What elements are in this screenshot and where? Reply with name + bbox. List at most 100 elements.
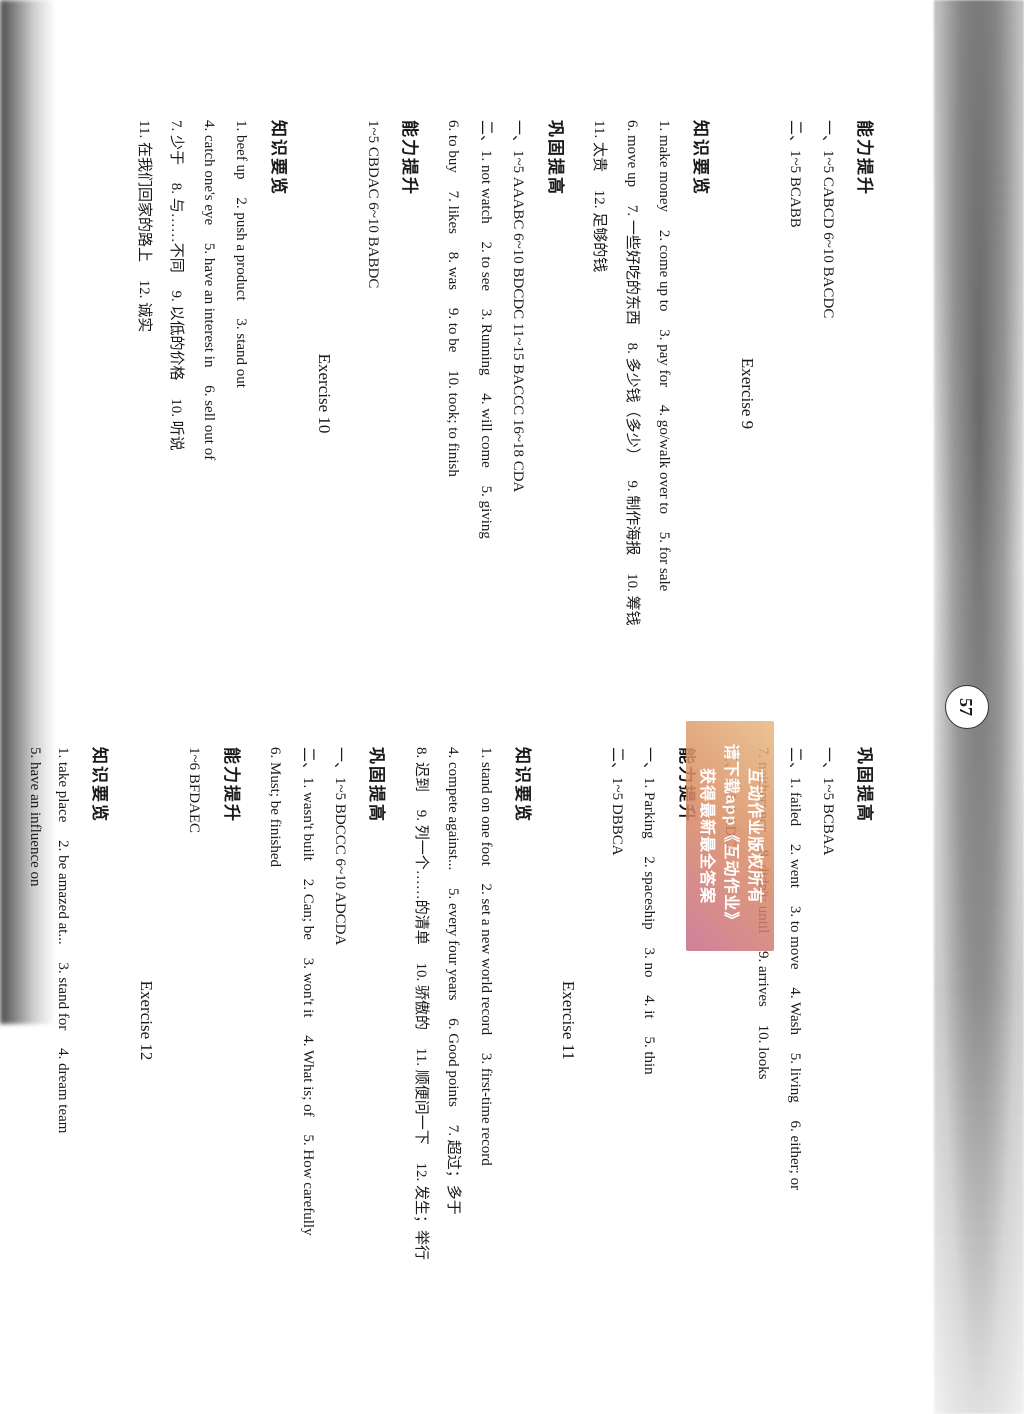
answer-item: 9. to be	[445, 308, 461, 353]
answer-item: 6. Must; be finished	[267, 747, 283, 867]
heading-consolidate: 巩固提高	[848, 747, 880, 1294]
answer-item: 10. took; to finish	[445, 370, 461, 477]
answer-item: 2. come up to	[656, 230, 672, 312]
answer-item: 6. sell out of	[201, 385, 217, 460]
answer-item: 1. take place	[55, 747, 71, 822]
answer-items: 6. to buy 7. likes 8. was 9. to be 10. t…	[439, 120, 468, 667]
heading-ability-boost: 能力提升	[393, 120, 425, 667]
answer-item: 11. 太贵	[591, 120, 607, 172]
answer-item: 5. every four years	[445, 888, 461, 1000]
answer-item: 6. to buy	[445, 120, 461, 173]
answer-item: 7. 一些好吃的东西	[624, 205, 640, 325]
heading-knowledge-overview: 知识要览	[684, 120, 716, 667]
answer-item: 8. 多少钱（多少）	[624, 343, 640, 463]
answer-item: 5. thin	[641, 1036, 657, 1074]
heading-exercise-9: Exercise 9	[730, 120, 762, 667]
answer-item: 10. 骄傲的	[413, 963, 429, 1031]
heading-knowledge-overview: 知识要览	[506, 747, 538, 1294]
answer-item: 2. be amazed at...	[55, 840, 71, 945]
answer-item: 6. either; or	[787, 1121, 803, 1191]
answer-item: 二、1. not watch	[478, 120, 494, 224]
watermark-line: 获得最新最全答案	[694, 731, 718, 941]
watermark-overlay: 互动作业版权所有 请下载app《互动作业》 获得最新最全答案	[686, 721, 774, 951]
answer-item: 5. have an influence on	[27, 747, 43, 887]
heading-exercise-10: Exercise 10	[308, 120, 340, 667]
answer-items: 1. make money 2. come up to 3. pay for 4…	[650, 120, 679, 667]
answer-item: 12. 足够的钱	[591, 190, 607, 273]
answer-item: 12. 诚实	[136, 280, 152, 333]
answer-items: 6. move up 7. 一些好吃的东西 8. 多少钱（多少） 9. 制作海报…	[617, 120, 646, 667]
answer-line: 一、1~5 BCBAA	[813, 747, 842, 1294]
answer-item: 2. set a new world record	[478, 883, 494, 1035]
watermark-line: 请下载app《互动作业》	[718, 731, 742, 941]
answer-item: 2. spaceship	[641, 856, 657, 929]
answer-items: 1. beef up 2. push a product 3. stand ou…	[227, 120, 256, 667]
answer-item: 3. Running	[478, 309, 494, 376]
answer-item: 4. will come	[478, 393, 494, 468]
answer-items: 二、1. not watch 2. to see 3. Running 4. w…	[471, 120, 500, 667]
answer-item: 12. 发生；举行	[413, 1163, 429, 1261]
answer-item: 2. Can; be	[300, 879, 316, 940]
answer-item: 7. 超过；多于	[445, 1125, 461, 1215]
answer-item: 二、1. failed	[787, 747, 803, 826]
answer-items: 4. catch one's eye 5. have an interest i…	[194, 120, 223, 667]
answer-item: 9. 列一个……的清单	[413, 810, 429, 945]
heading-exercise-12: Exercise 12	[129, 747, 161, 1294]
answer-item: 1. beef up	[233, 120, 249, 180]
answer-items: 7. 少于 8. 与……不同 9. 以低的价格 10. 听说	[162, 120, 191, 667]
answer-items: 11. 在我们回家的路上 12. 诚实	[129, 120, 158, 667]
page-number-badge: 57	[945, 685, 989, 729]
answer-items: 二、1. failed 2. went 3. to move 4. Wash 5…	[781, 747, 810, 1294]
answer-item: 9. 制作海报	[624, 480, 640, 555]
answer-item: 4. Wash	[787, 987, 803, 1035]
heading-exercise-11: Exercise 11	[552, 747, 584, 1294]
answer-item: 7. 少于	[168, 120, 184, 165]
answer-item: 5. have an interest in	[201, 243, 217, 368]
heading-consolidate: 巩固提高	[538, 120, 570, 667]
answer-item: 5. living	[787, 1053, 803, 1103]
answer-item: 3. stand for	[55, 962, 71, 1030]
answer-item: 8. was	[445, 252, 461, 290]
answer-line: 一、1~5 CABCD 6~10 BACDC	[813, 120, 842, 667]
answer-item: 5. for sale	[656, 532, 672, 592]
answer-items: 1. stand on one foot 2. set a new world …	[471, 747, 500, 1294]
answer-items: 8. 迟到 9. 列一个……的清单 10. 骄傲的 11. 顺便问一下 12. …	[406, 747, 435, 1294]
heading-ability-boost: 能力提升	[848, 120, 880, 667]
answer-item: 6. move up	[624, 120, 640, 187]
watermark-line: 互动作业版权所有	[742, 731, 766, 941]
answer-line: 1~5 CBDAC 6~10 BABDC	[358, 120, 387, 667]
answer-item: 4. go/walk over to	[656, 405, 672, 514]
answer-item: 一、1. Parking	[641, 747, 657, 839]
answer-item: 2. went	[787, 844, 803, 888]
answer-items: 11. 太贵 12. 足够的钱	[585, 120, 614, 667]
answer-item: 7. likes	[445, 191, 461, 234]
answer-item: 5. How carefully	[300, 1134, 316, 1235]
answer-item: 11. 在我们回家的路上	[136, 120, 152, 262]
answer-item: 9. arrives	[755, 951, 771, 1007]
answer-item: 2. to see	[478, 241, 494, 291]
page: 57 互动作业版权所有 请下载app《互动作业》 获得最新最全答案 能力提升 一…	[0, 0, 1024, 1414]
heading-ability-boost: 能力提升	[214, 747, 246, 1294]
answer-item: 4. it	[641, 995, 657, 1018]
answer-item: 4. What is; of	[300, 1035, 316, 1116]
answer-item: 10. 听说	[168, 398, 184, 451]
answer-line: 1~6 BFDAEC	[180, 747, 209, 1294]
answer-item: 2. push a product	[233, 197, 249, 300]
answer-item: 4. compete against...	[445, 747, 461, 870]
answer-items: 4. compete against... 5. every four year…	[439, 747, 468, 1294]
heading-knowledge-overview: 知识要览	[261, 120, 293, 667]
answer-items: 1. take place 2. be amazed at... 3. stan…	[20, 747, 77, 1294]
answer-item: 3. stand out	[233, 318, 249, 388]
answer-item: 二、1. wasn't built	[300, 747, 316, 861]
answer-item: 3. to move	[787, 906, 803, 970]
answer-item: 4. catch one's eye	[201, 120, 217, 225]
answer-item: 1. stand on one foot	[478, 747, 494, 866]
answer-item: 9. 以低的价格	[168, 291, 184, 381]
answer-item: 3. first-time record	[478, 1053, 494, 1166]
left-column: 能力提升 一、1~5 CABCD 6~10 BACDC 二、1~5 BCABB …	[70, 120, 894, 667]
answer-item: 1. make money	[656, 120, 672, 212]
content-columns: 能力提升 一、1~5 CABCD 6~10 BACDC 二、1~5 BCABB …	[70, 120, 894, 1294]
answer-item: 5. giving	[478, 486, 494, 539]
answer-item: 6. Good points	[445, 1018, 461, 1107]
answer-item: 11. 顺便问一下	[413, 1048, 429, 1145]
